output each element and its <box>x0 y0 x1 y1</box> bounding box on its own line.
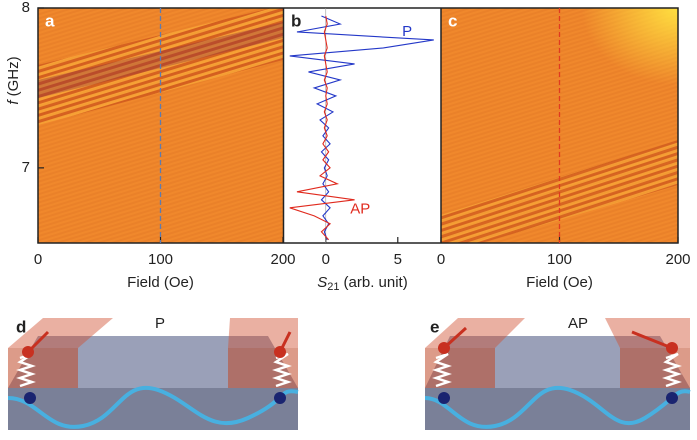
legend-label: AP <box>350 200 370 217</box>
x-axis-label: S21 (arb. unit) <box>317 274 407 293</box>
panel-label: d <box>16 317 26 336</box>
panel-label: b <box>291 11 301 30</box>
legend-label: P <box>402 23 412 40</box>
frame <box>37 7 679 244</box>
x-tick-label: 100 <box>547 251 572 268</box>
x-label-unit: (arb. unit) <box>344 274 408 291</box>
y-label-unit: (GHz) <box>5 56 22 96</box>
x-tick-label: 0 <box>437 251 445 268</box>
diagram-d: d P <box>7 315 299 430</box>
diagram-label: P <box>155 315 165 332</box>
series-line <box>289 15 434 240</box>
x-tick-label: 100 <box>148 251 173 268</box>
panel-label: a <box>45 11 55 30</box>
panel-label: e <box>430 317 439 336</box>
x-tick-label: 200 <box>665 251 690 268</box>
y-label-symbol: f <box>5 99 22 105</box>
panel-b-bg <box>284 8 441 243</box>
diagram-e: e AP <box>424 315 691 430</box>
diagram-label: AP <box>568 315 588 332</box>
y-tick-label: 8 <box>22 0 30 16</box>
panel-label: c <box>448 11 457 30</box>
y-tick-label: 7 <box>22 159 30 176</box>
x-tick-label: 0 <box>34 251 42 268</box>
x-axis-label: Field (Oe) <box>526 274 593 291</box>
x-tick-label: 0 <box>322 251 330 268</box>
x-tick-label: 5 <box>394 251 402 268</box>
x-label-subscript: 21 <box>327 281 339 293</box>
y-axis-label: f (GHz) <box>5 56 22 104</box>
x-axis-label: Field (Oe) <box>127 274 194 291</box>
x-label-symbol: S <box>317 274 327 291</box>
x-tick-label: 200 <box>270 251 295 268</box>
series-line <box>289 15 355 241</box>
